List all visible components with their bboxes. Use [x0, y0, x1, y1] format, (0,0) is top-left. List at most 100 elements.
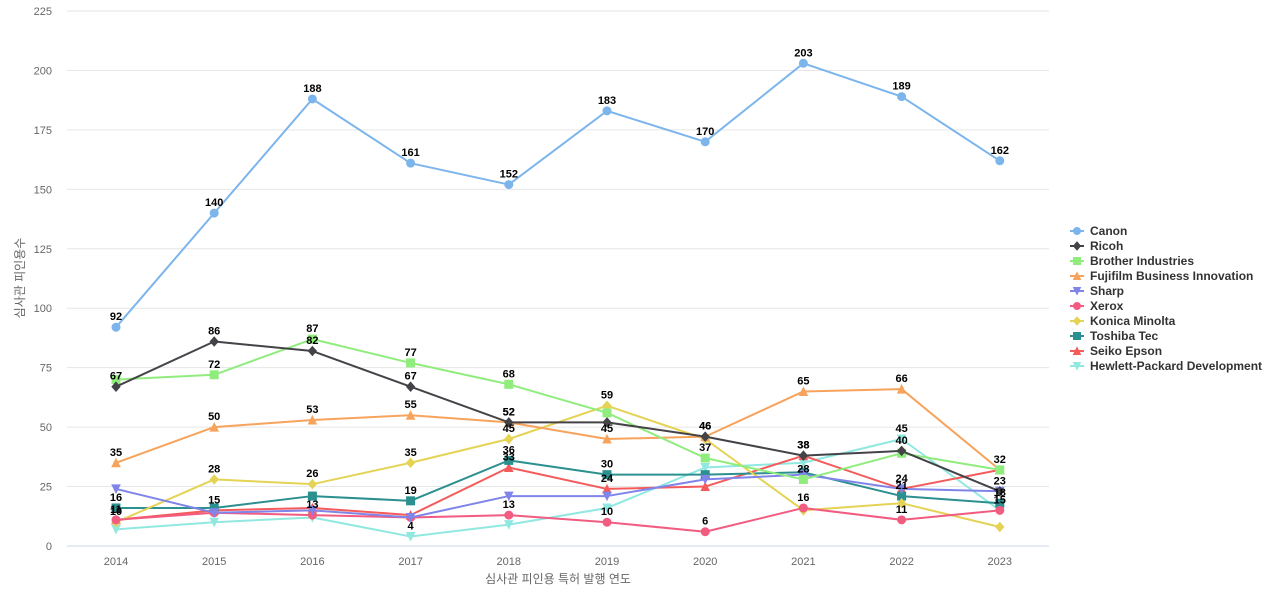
data-label: 11	[110, 504, 122, 516]
data-label: 18	[994, 487, 1006, 499]
data-point	[307, 345, 318, 357]
data-label: 36	[503, 444, 515, 456]
y-tick-label: 125	[34, 244, 52, 256]
series-line	[115, 62, 1001, 328]
data-point	[307, 491, 317, 501]
data-point	[602, 417, 612, 428]
data-point	[504, 433, 514, 445]
legend-symbol	[1072, 362, 1082, 371]
data-point	[503, 462, 514, 473]
legend-item[interactable]: Toshiba Tec	[1070, 329, 1159, 343]
data-label: 66	[895, 373, 907, 385]
data-point	[700, 527, 710, 537]
data-label: 32	[994, 454, 1006, 466]
data-label: 28	[208, 463, 220, 475]
data-label: 45	[895, 423, 907, 435]
data-label: 92	[110, 311, 122, 323]
data-label: 67	[110, 371, 122, 383]
data-point	[405, 512, 416, 523]
data-label: 53	[306, 404, 318, 416]
data-label: 67	[404, 371, 416, 383]
legend-item[interactable]: Canon	[1070, 224, 1127, 238]
data-point	[111, 322, 121, 332]
data-label: 19	[404, 485, 416, 497]
legend-item[interactable]: Fujifilm Business Innovation	[1070, 269, 1253, 283]
series-line	[115, 454, 1000, 521]
series-ricoh	[111, 336, 1005, 497]
series-line	[115, 338, 1000, 481]
data-point	[995, 505, 1005, 515]
legend-item[interactable]: Sharp	[1070, 284, 1124, 298]
data-label: 35	[110, 447, 122, 459]
legend-symbol	[1073, 302, 1081, 310]
legend-item[interactable]: Seiko Epson	[1070, 344, 1162, 358]
y-tick-label: 0	[46, 541, 52, 553]
legend-item[interactable]: Hewlett-Packard Development	[1070, 359, 1262, 373]
data-label: 188	[303, 83, 321, 95]
data-point	[798, 474, 808, 484]
data-point	[503, 491, 514, 502]
data-point	[798, 386, 809, 396]
x-axis-ticks: 2014 2015 2016 2017 2018 2019 2020 2021 2022 2023	[104, 556, 1012, 568]
data-point	[307, 94, 317, 104]
legend-item[interactable]: Xerox	[1070, 299, 1124, 313]
legend-symbol	[1073, 332, 1081, 340]
data-point	[503, 520, 514, 530]
x-tick-label: 2014	[104, 556, 128, 568]
data-point	[504, 417, 514, 428]
data-label: 30	[601, 459, 613, 471]
data-point	[798, 450, 809, 461]
data-point	[602, 470, 612, 480]
legend-symbol	[1073, 227, 1081, 235]
series-line	[115, 506, 1000, 533]
x-tick-label: 2023	[988, 556, 1012, 568]
legend-label: Brother Industries	[1090, 254, 1194, 268]
data-point	[307, 414, 318, 425]
data-label: 46	[699, 421, 711, 433]
data-label: 10	[601, 506, 613, 518]
data-point	[700, 137, 710, 147]
x-tick-label: 2019	[595, 556, 619, 568]
data-point	[896, 434, 907, 445]
series-hewlett-packard-development	[111, 434, 1005, 542]
data-label: 13	[306, 499, 318, 511]
legend-label: Konica Minolta	[1090, 314, 1176, 328]
legend-item[interactable]: Ricoh	[1070, 239, 1123, 253]
legend-symbol	[1073, 257, 1081, 265]
data-point	[209, 421, 220, 432]
legend-label: Sharp	[1090, 284, 1124, 298]
series-line	[116, 459, 1000, 509]
data-label: 15	[208, 494, 220, 506]
data-point	[897, 515, 907, 525]
data-point	[111, 484, 121, 495]
data-point	[700, 453, 710, 463]
data-point	[995, 521, 1005, 533]
data-point	[896, 445, 907, 457]
legend-label: Toshiba Tec	[1090, 329, 1159, 343]
data-label: 45	[601, 423, 613, 435]
data-label: 162	[991, 145, 1009, 157]
data-label: 45	[503, 423, 515, 435]
data-point	[995, 156, 1005, 166]
y-tick-label: 75	[40, 363, 52, 375]
data-point	[307, 505, 318, 516]
legend-item[interactable]: Brother Industries	[1070, 254, 1194, 268]
data-label: 77	[404, 347, 416, 359]
legend-label: Canon	[1090, 224, 1127, 238]
data-label: 23	[994, 475, 1006, 487]
data-label: 16	[797, 492, 809, 504]
data-point	[700, 431, 710, 442]
data-point	[111, 381, 121, 392]
series-lines	[111, 58, 1005, 542]
legend-item[interactable]: Konica Minolta	[1070, 314, 1176, 328]
data-point	[405, 410, 416, 420]
data-label: 40	[895, 435, 907, 447]
y-tick-label: 25	[40, 482, 52, 494]
data-point	[209, 508, 220, 518]
y-axis-ticks: 0 25 50 75 100 125 150 175 200 225	[34, 6, 52, 553]
data-label: 170	[696, 126, 714, 138]
data-label: 161	[401, 147, 419, 159]
data-point	[111, 503, 121, 513]
data-point	[602, 491, 612, 502]
